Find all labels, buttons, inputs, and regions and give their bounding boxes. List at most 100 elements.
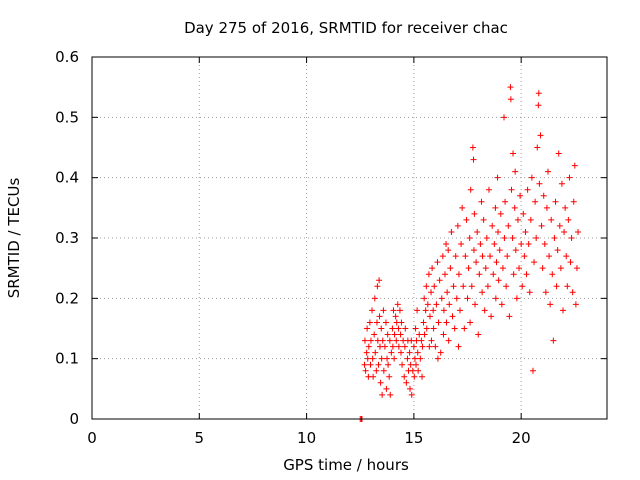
data-point bbox=[521, 253, 528, 260]
data-point bbox=[391, 331, 398, 338]
data-point bbox=[467, 186, 474, 193]
data-point bbox=[457, 307, 464, 314]
data-point bbox=[460, 283, 467, 290]
data-point bbox=[472, 301, 479, 308]
data-point bbox=[547, 301, 554, 308]
data-point bbox=[430, 307, 437, 314]
data-point bbox=[485, 186, 492, 193]
data-point bbox=[491, 241, 498, 248]
data-point bbox=[369, 355, 376, 362]
y-axis-label: SRMTID / TECUs bbox=[5, 178, 23, 299]
data-point bbox=[435, 319, 442, 326]
data-point bbox=[441, 271, 448, 278]
data-point bbox=[369, 307, 376, 314]
data-point bbox=[537, 132, 544, 139]
data-point bbox=[513, 295, 520, 302]
data-point bbox=[498, 301, 505, 308]
data-point bbox=[566, 174, 573, 181]
data-point bbox=[449, 313, 456, 320]
data-point bbox=[522, 228, 529, 235]
data-point bbox=[542, 289, 549, 296]
data-point bbox=[505, 222, 512, 229]
data-point bbox=[455, 271, 462, 278]
data-point bbox=[431, 283, 438, 290]
data-point bbox=[564, 283, 571, 290]
data-point bbox=[401, 373, 408, 380]
data-point bbox=[381, 343, 388, 350]
data-point bbox=[448, 228, 455, 235]
data-point bbox=[361, 337, 368, 344]
x-tick-label: 5 bbox=[195, 429, 205, 447]
data-point bbox=[454, 222, 461, 229]
data-point bbox=[407, 385, 414, 392]
data-point bbox=[425, 271, 432, 278]
data-point bbox=[480, 216, 487, 223]
data-point bbox=[492, 295, 499, 302]
data-point bbox=[466, 235, 473, 241]
data-point bbox=[558, 180, 565, 187]
data-point bbox=[423, 325, 430, 332]
data-point bbox=[453, 295, 460, 302]
data-point bbox=[495, 277, 502, 284]
data-point bbox=[365, 343, 372, 350]
data-point bbox=[446, 301, 453, 308]
data-point bbox=[501, 235, 508, 241]
data-point bbox=[531, 259, 538, 266]
data-point bbox=[470, 247, 477, 254]
data-point bbox=[487, 253, 494, 260]
data-point bbox=[561, 228, 568, 235]
data-point bbox=[494, 228, 501, 235]
data-point bbox=[536, 180, 543, 187]
data-point bbox=[506, 313, 513, 320]
data-point bbox=[483, 235, 490, 241]
data-point bbox=[573, 265, 580, 272]
data-point bbox=[507, 84, 514, 91]
data-point bbox=[367, 361, 374, 368]
data-point bbox=[551, 235, 558, 241]
data-point bbox=[459, 204, 466, 211]
y-tick-labels: 0 0.1 0.2 0.3 0.4 0.5 0.6 bbox=[55, 48, 79, 428]
data-point bbox=[540, 192, 547, 199]
data-point bbox=[387, 391, 394, 398]
data-point bbox=[509, 235, 516, 241]
data-point bbox=[494, 174, 501, 181]
data-point bbox=[401, 343, 408, 350]
data-point bbox=[412, 325, 419, 332]
data-point bbox=[462, 253, 469, 260]
data-point bbox=[560, 307, 567, 314]
data-point bbox=[445, 247, 452, 254]
data-point bbox=[378, 355, 385, 362]
data-point bbox=[366, 319, 373, 326]
data-point bbox=[567, 259, 574, 266]
data-point bbox=[389, 325, 396, 332]
data-point bbox=[504, 253, 511, 260]
data-point bbox=[550, 337, 557, 344]
data-point bbox=[568, 235, 575, 241]
data-point bbox=[409, 367, 416, 374]
data-point bbox=[398, 349, 404, 356]
data-point bbox=[525, 241, 532, 248]
data-point bbox=[443, 241, 450, 248]
data-point bbox=[514, 216, 521, 223]
data-point bbox=[538, 222, 545, 229]
data-point bbox=[428, 337, 435, 344]
data-point bbox=[527, 216, 534, 223]
data-point bbox=[406, 349, 413, 356]
data-point bbox=[554, 247, 561, 254]
data-point bbox=[517, 192, 524, 199]
data-point bbox=[461, 325, 468, 332]
data-point bbox=[411, 355, 418, 362]
data-point bbox=[575, 228, 582, 235]
data-point bbox=[473, 259, 480, 266]
data-point bbox=[548, 216, 555, 223]
data-point bbox=[403, 379, 410, 386]
data-point bbox=[438, 295, 445, 302]
data-point bbox=[428, 289, 435, 296]
data-point bbox=[534, 144, 541, 151]
data-point bbox=[371, 331, 378, 338]
data-point bbox=[370, 373, 377, 380]
data-point bbox=[374, 283, 381, 290]
y-tick-label: 0.4 bbox=[55, 169, 79, 187]
data-point bbox=[520, 210, 527, 217]
